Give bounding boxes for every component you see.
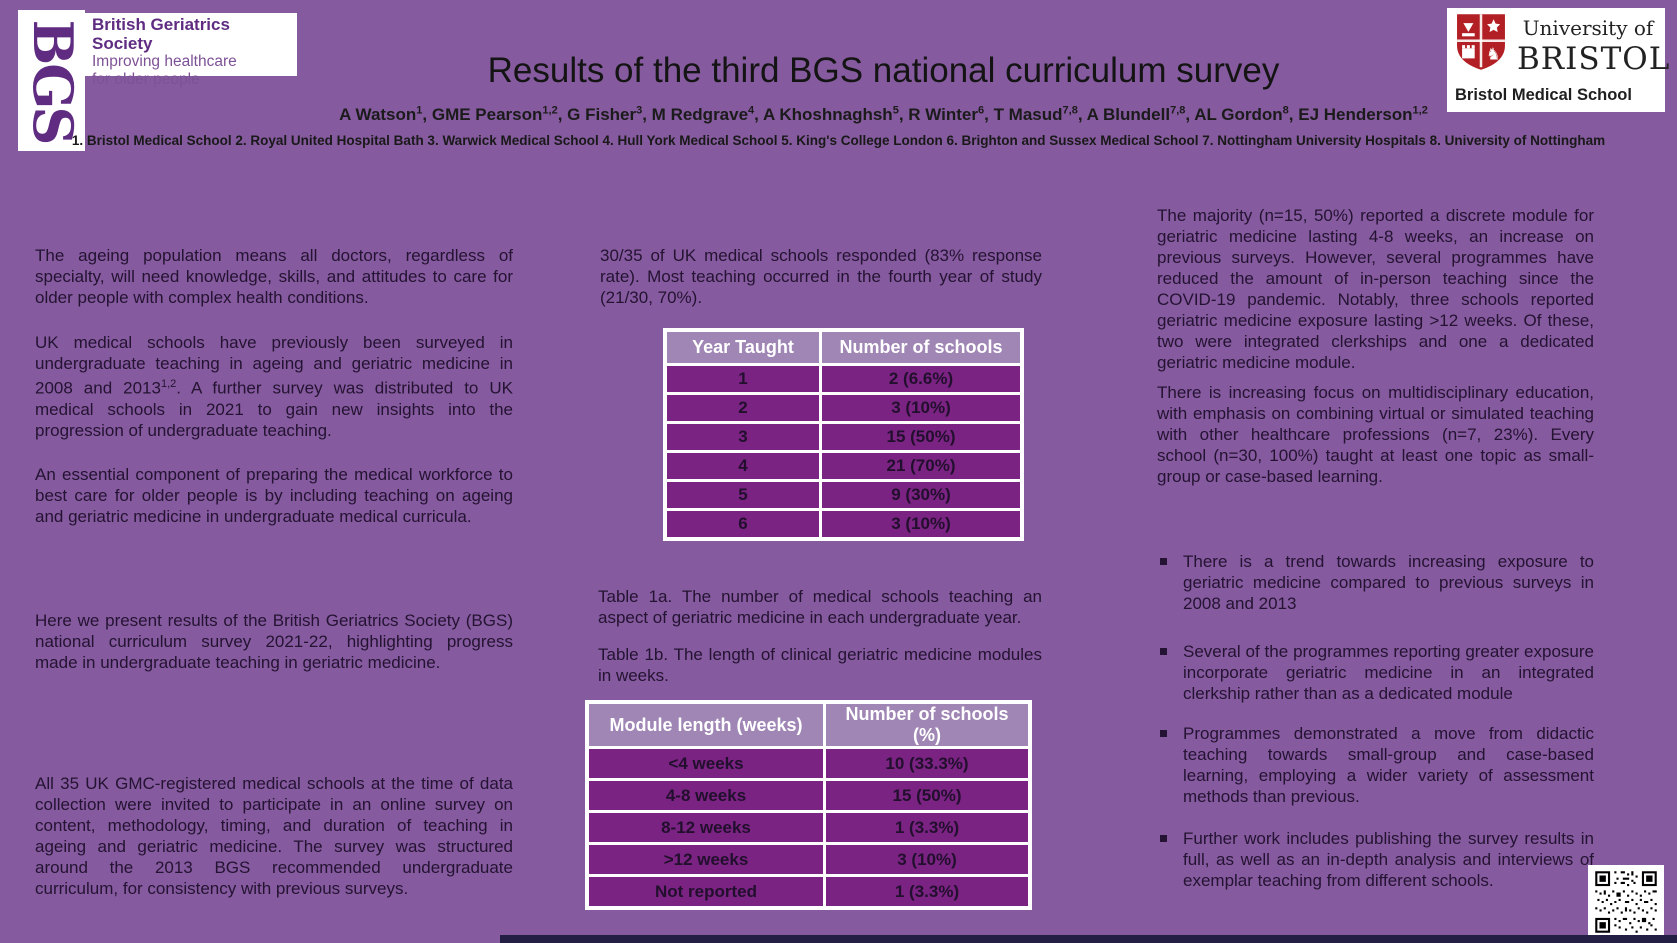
list-item: Further work includes publishing the sur… (1157, 828, 1594, 891)
table-row: 8-12 weeks 1 (3.3%) (589, 813, 1028, 842)
bullet-icon (1160, 835, 1167, 842)
author: , G Fisher3 (557, 104, 643, 124)
intro-paragraph-3: An essential component of preparing the … (35, 464, 513, 526)
bgs-tagline-line2: for older people (92, 70, 200, 88)
discussion-paragraph-2: There is increasing focus on multidiscip… (1157, 383, 1594, 486)
list-item: Several of the programmes reporting grea… (1157, 641, 1594, 704)
bristol-university-of: University of (1522, 16, 1654, 40)
bristol-medical-school-label: Bristol Medical School (1455, 86, 1632, 104)
results-intro-paragraph: 30/35 of UK medical schools responded (8… (600, 246, 1042, 307)
methods-paragraph: All 35 UK GMC-registered medical schools… (35, 773, 513, 898)
authors-line: A Watson1, GME Pearson1,2, G Fisher3, M … (90, 104, 1677, 125)
author: , A Blundell7,8 (1077, 104, 1186, 124)
table-cell: >12 weeks (589, 845, 823, 874)
table-cell: 3 (10%) (822, 395, 1020, 421)
table-cell: 1 (3.3%) (826, 877, 1028, 906)
author: , A Khoshnaghsh5 (754, 104, 899, 124)
table-cell: 15 (50%) (822, 424, 1020, 450)
bullet-text: There is a trend towards increasing expo… (1183, 552, 1594, 613)
bullet-text: Further work includes publishing the sur… (1183, 829, 1594, 890)
bottom-accent-bar (500, 935, 1677, 943)
table-1b-header-count: Number of schools (%) (826, 704, 1028, 746)
table-row: Not reported 1 (3.3%) (589, 877, 1028, 906)
table-cell: 4-8 weeks (589, 781, 823, 810)
table-1b: Module length (weeks) Number of schools … (585, 700, 1032, 910)
table-cell: 2 (6.6%) (822, 366, 1020, 392)
table-1a-header-count: Number of schools (822, 332, 1020, 363)
table-cell: 6 (667, 511, 819, 537)
caption-table-1a: Table 1a. The number of medical schools … (598, 587, 1042, 627)
table-1a-header-year: Year Taught (667, 332, 819, 363)
intro-paragraph-1: The ageing population means all doctors,… (35, 246, 513, 307)
table-cell: 3 (10%) (826, 845, 1028, 874)
bullet-text: Several of the programmes reporting grea… (1183, 642, 1594, 703)
table-row: 5 9 (30%) (667, 482, 1020, 508)
table-row: <4 weeks 10 (33.3%) (589, 749, 1028, 778)
table-cell: 10 (33.3%) (826, 749, 1028, 778)
table-cell: 2 (667, 395, 819, 421)
table-cell: 8-12 weeks (589, 813, 823, 842)
bgs-logo: BGS (18, 10, 85, 151)
table-row: 6 3 (10%) (667, 511, 1020, 537)
intro-paragraph-2: UK medical schools have previously been … (35, 333, 513, 440)
qr-code (1588, 865, 1664, 939)
table-row: 2 3 (10%) (667, 395, 1020, 421)
table-cell: <4 weeks (589, 749, 823, 778)
bristol-crest-icon: ♞ (1455, 13, 1507, 76)
author: A Watson1 (339, 104, 423, 124)
table-header-row: Module length (weeks) Number of schools … (589, 704, 1028, 746)
table-cell: 1 (667, 366, 819, 392)
conclusions-list: There is a trend towards increasing expo… (1157, 551, 1594, 891)
table-cell: 3 (667, 424, 819, 450)
author: , T Masud7,8 (984, 104, 1078, 124)
affiliations-line: 1. Bristol Medical School 2. Royal Unite… (71, 133, 1606, 148)
author: , EJ Henderson1,2 (1288, 104, 1428, 124)
page-title: Results of the third BGS national curric… (487, 51, 1280, 90)
bgs-tagline-line1: Improving healthcare (92, 53, 237, 70)
bullet-icon (1160, 648, 1167, 655)
bullet-icon (1160, 558, 1167, 565)
author: , AL Gordon8 (1185, 104, 1289, 124)
table-cell: 5 (667, 482, 819, 508)
table-cell: 21 (70%) (822, 453, 1020, 479)
author: , GME Pearson1,2 (422, 104, 558, 124)
author: , M Redgrave4 (642, 104, 755, 124)
left-column: The ageing population means all doctors,… (35, 245, 513, 899)
table-row: 1 2 (6.6%) (667, 366, 1020, 392)
table-row: 4 21 (70%) (667, 453, 1020, 479)
list-item: There is a trend towards increasing expo… (1157, 551, 1594, 614)
table-cell: 4 (667, 453, 819, 479)
author: , R Winter6 (898, 104, 985, 124)
list-item: Programmes demonstrated a move from dida… (1157, 723, 1594, 807)
svg-text:♞: ♞ (1486, 45, 1501, 64)
bgs-wordmark: British Geriatrics Society Improving hea… (85, 13, 297, 88)
bgs-society-name: British Geriatrics Society (92, 15, 230, 53)
table-row: 4-8 weeks 15 (50%) (589, 781, 1028, 810)
table-cell: Not reported (589, 877, 823, 906)
table-row: 3 15 (50%) (667, 424, 1020, 450)
bullet-icon (1160, 730, 1167, 737)
bgs-logo-letters: BGS (21, 19, 85, 143)
table-cell: 15 (50%) (826, 781, 1028, 810)
discussion-paragraph-1: The majority (n=15, 50%) reported a disc… (1157, 206, 1594, 372)
bristol-logo: ♞ University of BRISTOL Bristol Medical … (1447, 8, 1671, 112)
caption-table-1b: Table 1b. The length of clinical geriatr… (598, 645, 1042, 685)
bristol-wordmark: BRISTOL (1517, 41, 1671, 77)
bullet-text: Programmes demonstrated a move from dida… (1183, 724, 1594, 806)
table-cell: 3 (10%) (822, 511, 1020, 537)
table-header-row: Year Taught Number of schools (667, 332, 1020, 363)
table-1a: Year Taught Number of schools 1 2 (6.6%)… (663, 328, 1024, 541)
table-cell: 1 (3.3%) (826, 813, 1028, 842)
table-cell: 9 (30%) (822, 482, 1020, 508)
table-1b-header-length: Module length (weeks) (589, 704, 823, 746)
aims-paragraph: Here we present results of the British G… (35, 610, 513, 672)
table-row: >12 weeks 3 (10%) (589, 845, 1028, 874)
